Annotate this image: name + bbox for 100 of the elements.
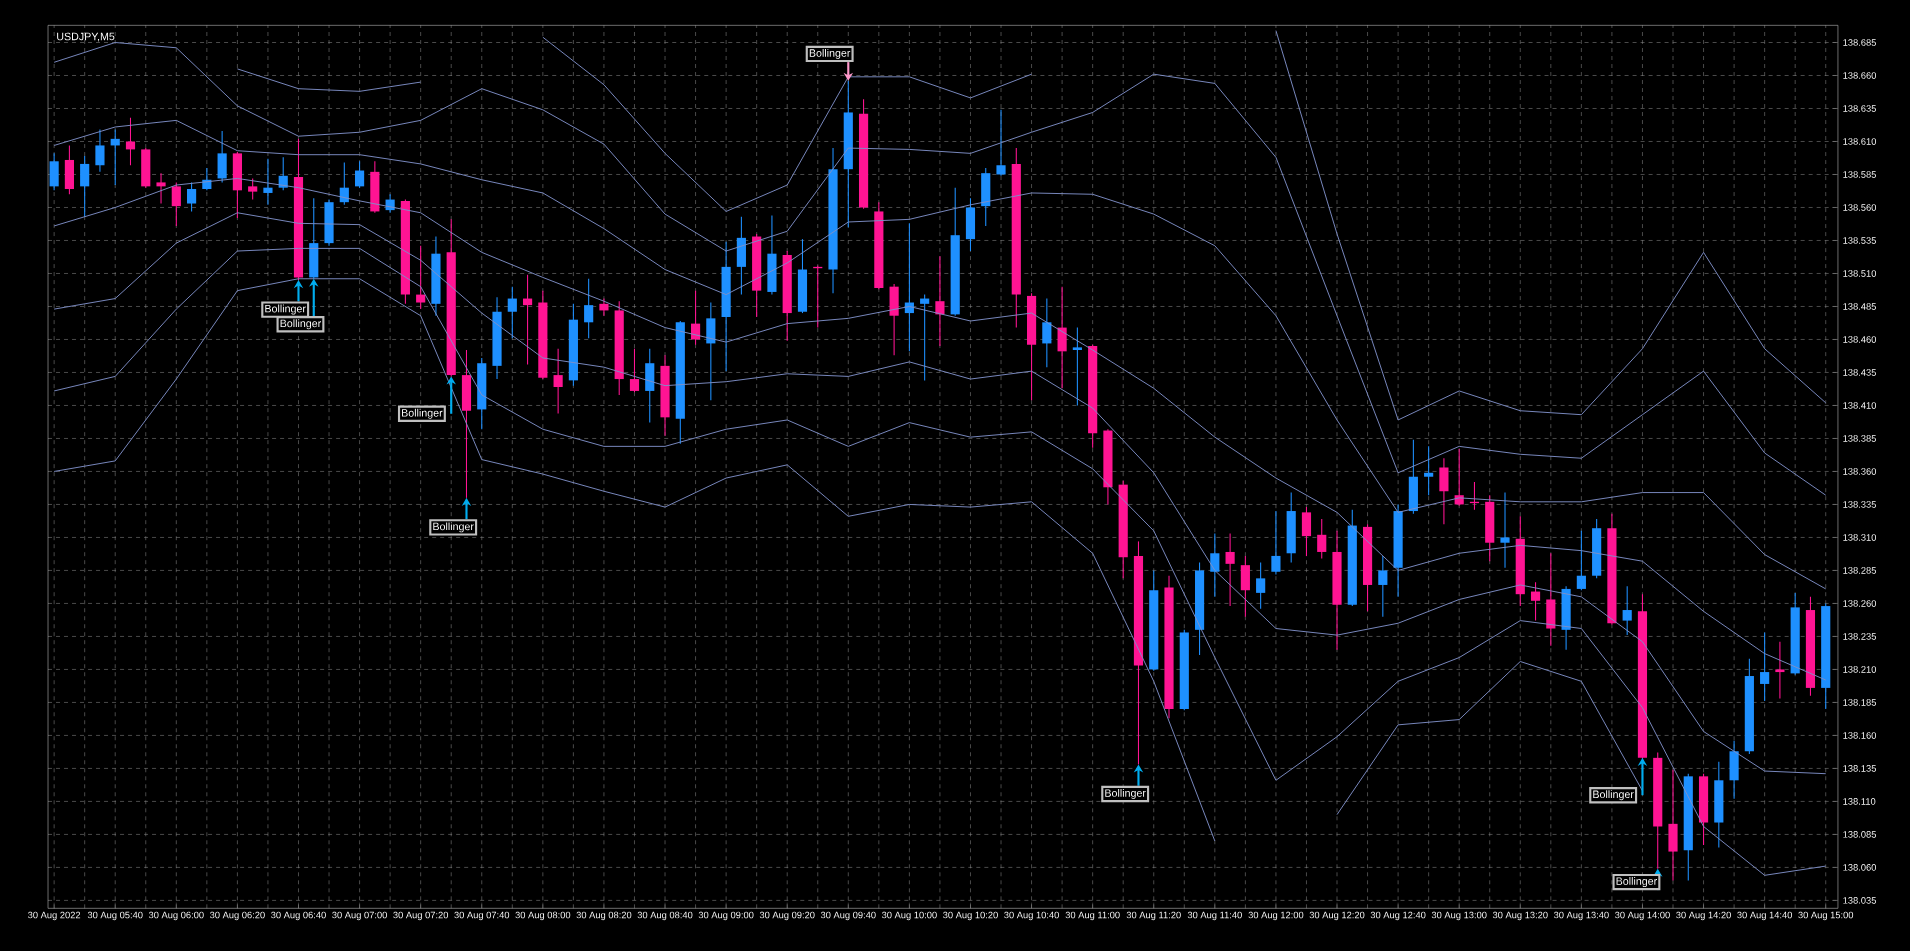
y-tick-label: 138.560 xyxy=(1843,204,1877,211)
x-tick-label: 30 Aug 14:00 xyxy=(1615,911,1670,921)
candlestick xyxy=(1622,585,1632,636)
annotation: Bollinger xyxy=(1616,877,1657,888)
candlestick xyxy=(171,181,181,227)
candlestick xyxy=(1576,530,1586,591)
x-tick-label: 30 Aug 10:00 xyxy=(881,911,937,921)
candlestick xyxy=(263,158,273,206)
candlestick xyxy=(248,177,258,201)
y-tick-label: 138.585 xyxy=(1843,171,1876,178)
candlestick xyxy=(1317,518,1327,560)
annotation: Bollinger xyxy=(1105,788,1146,799)
y-tick-label: 138.210 xyxy=(1843,666,1877,673)
y-tick-label: 138.660 xyxy=(1843,72,1877,79)
x-tick-label: 30 Aug 11:00 xyxy=(1065,911,1120,921)
y-tick-label: 138.135 xyxy=(1843,765,1876,772)
candlestick xyxy=(1042,298,1052,368)
x-tick-label: 30 Aug 14:20 xyxy=(1676,911,1731,921)
y-tick-label: 138.410 xyxy=(1843,402,1877,409)
candlestick xyxy=(1271,510,1281,575)
candlestick xyxy=(1072,327,1082,406)
candlestick xyxy=(1439,457,1449,525)
x-tick-label: 30 Aug 10:20 xyxy=(943,911,998,921)
candlestick xyxy=(920,294,930,381)
candlestick xyxy=(187,181,197,212)
candlestick xyxy=(354,160,365,189)
y-tick-label: 138.635 xyxy=(1843,105,1876,112)
candlestick xyxy=(1225,532,1235,607)
annotation: Bollinger xyxy=(280,319,322,330)
y-tick-label: 138.235 xyxy=(1843,633,1876,640)
annotation: Bollinger xyxy=(809,48,851,59)
candlestick xyxy=(629,348,640,393)
annotation: Bollinger xyxy=(1593,790,1634,801)
y-tick-label: 138.085 xyxy=(1843,831,1876,838)
y-tick-label: 138.060 xyxy=(1843,864,1877,871)
y-tick-label: 138.610 xyxy=(1843,138,1877,145)
candlestick xyxy=(1424,445,1434,496)
y-tick-label: 138.460 xyxy=(1843,336,1877,343)
candlestick xyxy=(553,348,563,414)
candlestick xyxy=(125,117,136,166)
x-tick-label: 30 Aug 14:40 xyxy=(1737,911,1793,921)
x-tick-label: 30 Aug 07:20 xyxy=(393,911,449,921)
y-tick-label: 138.335 xyxy=(1843,501,1876,508)
candlestick xyxy=(996,109,1006,177)
candlestick xyxy=(584,278,594,339)
candlestick xyxy=(110,129,120,186)
x-tick-label: 30 Aug 12:20 xyxy=(1309,911,1365,921)
y-tick-label: 138.385 xyxy=(1843,435,1876,442)
x-tick-label: 30 Aug 07:00 xyxy=(332,911,387,921)
x-tick-label: 30 Aug 13:40 xyxy=(1553,911,1609,921)
x-tick-label: 30 Aug 06:20 xyxy=(209,911,265,921)
candlestick xyxy=(1775,641,1785,699)
x-tick-label: 30 Aug 10:40 xyxy=(1004,911,1059,921)
x-tick-label: 30 Aug 11:20 xyxy=(1126,911,1181,921)
candlestick xyxy=(1301,506,1312,557)
x-tick-label: 30 Aug 15:00 xyxy=(1798,911,1854,921)
x-tick-label: 30 Aug 12:40 xyxy=(1370,911,1426,921)
candlestick xyxy=(1500,492,1510,569)
x-tick-label: 30 Aug 08:00 xyxy=(515,911,571,921)
candlestick xyxy=(416,245,426,310)
y-tick-label: 138.310 xyxy=(1843,534,1877,541)
y-tick-label: 138.110 xyxy=(1843,798,1876,805)
line-series xyxy=(53,247,1827,876)
y-tick-label: 138.435 xyxy=(1843,369,1876,376)
y-tick-label: 138.510 xyxy=(1843,270,1877,277)
candlestick xyxy=(1256,561,1266,610)
text: USDJPY,M5 xyxy=(57,32,115,42)
x-tick-label: 30 Aug 08:40 xyxy=(637,911,693,921)
line-series xyxy=(53,177,1827,681)
y-tick-label: 138.360 xyxy=(1843,468,1877,475)
annotation: Bollinger xyxy=(433,522,474,533)
x-tick-label: 30 Aug 09:20 xyxy=(759,911,815,921)
x-tick-label: 30 Aug 13:20 xyxy=(1492,911,1548,921)
y-tick-label: 138.260 xyxy=(1843,600,1877,607)
candlestick xyxy=(80,155,90,218)
candlestick xyxy=(95,129,105,173)
line-series xyxy=(53,42,1827,496)
line-series xyxy=(53,119,1827,590)
candlestick xyxy=(507,286,517,339)
x-tick-label: 30 Aug 13:00 xyxy=(1431,911,1487,921)
y-tick-label: 138.535 xyxy=(1843,237,1876,244)
candlestick xyxy=(1530,581,1541,622)
line-series xyxy=(53,212,1827,775)
x-tick-label: 30 Aug 11:40 xyxy=(1187,911,1242,921)
candlestick xyxy=(1760,631,1770,702)
x-tick-label: 30 Aug 06:00 xyxy=(148,911,204,921)
candlestick xyxy=(156,172,166,205)
candlestick xyxy=(522,274,533,366)
y-tick-label: 138.185 xyxy=(1843,699,1876,706)
x-tick-label: 30 Aug 06:40 xyxy=(271,911,326,921)
x-tick-label: 30 Aug 07:40 xyxy=(454,911,510,921)
y-tick-label: 138.485 xyxy=(1843,303,1876,310)
y-tick-label: 138.685 xyxy=(1843,39,1876,46)
x-tick-label: 30 Aug 2022 xyxy=(28,911,81,921)
candlestick xyxy=(599,298,609,317)
y-tick-label: 138.285 xyxy=(1843,567,1876,574)
annotation: Bollinger xyxy=(402,408,443,419)
y-tick-label: 138.035 xyxy=(1843,897,1876,904)
candlestick xyxy=(1378,555,1388,618)
y-tick-label: 138.160 xyxy=(1843,732,1877,739)
